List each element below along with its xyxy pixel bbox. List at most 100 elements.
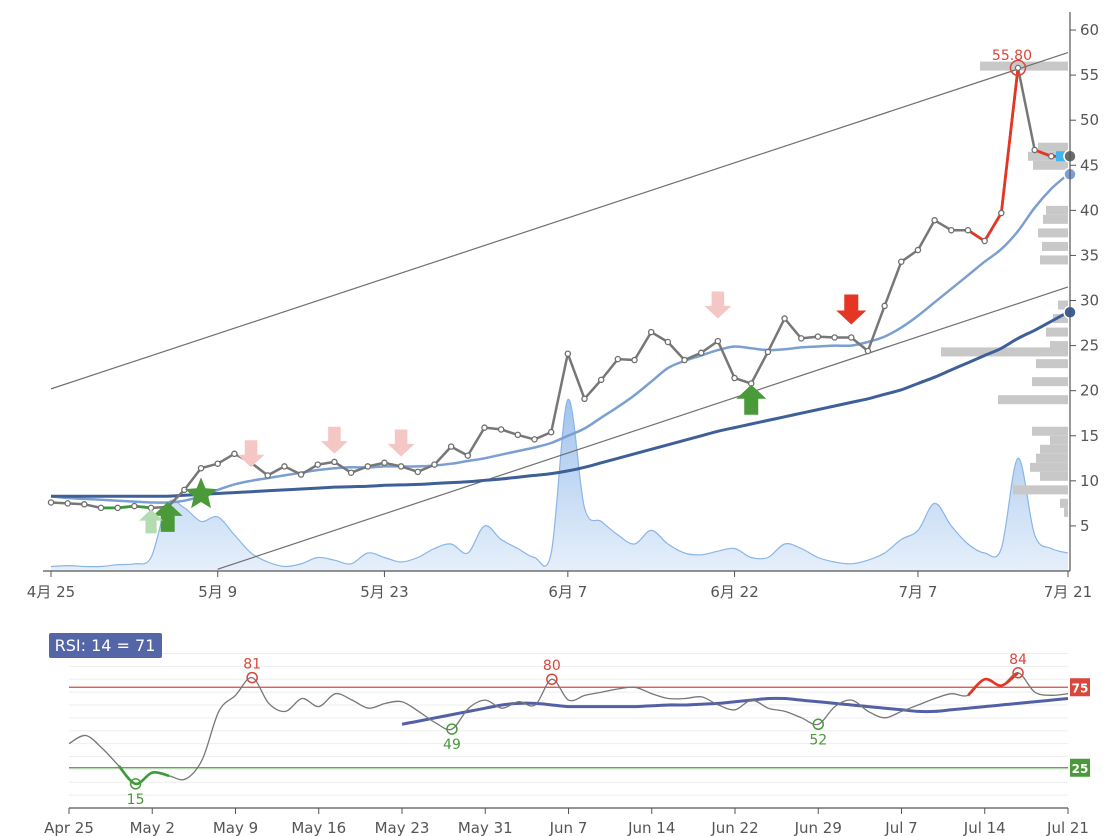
y-tick-label: 15 — [1080, 427, 1099, 445]
price-line — [50, 66, 1068, 510]
rsi-extreme-marker — [1012, 667, 1024, 679]
volume-profile-bar — [1033, 160, 1068, 170]
price-point — [431, 461, 438, 468]
rsi-extreme-label: 81 — [243, 657, 261, 673]
signal-arrow-down — [387, 429, 415, 457]
price-point — [1048, 153, 1055, 160]
y-tick-label: 55 — [1080, 66, 1099, 84]
price-point — [664, 338, 672, 346]
price-point — [381, 459, 388, 467]
price-point — [464, 452, 472, 459]
rsi-level-label: 75 — [1072, 681, 1089, 695]
rsi-extreme-marker — [812, 718, 824, 731]
price-point — [831, 334, 838, 341]
price-point — [481, 424, 488, 431]
y-tick-label: 20 — [1080, 382, 1099, 400]
volume-profile-bar — [1053, 314, 1068, 324]
rsi-x-tick-label: May 23 — [375, 819, 430, 836]
price-point — [864, 347, 872, 355]
rsi-highlight-segment — [117, 765, 170, 786]
rsi-extreme-label: 52 — [809, 732, 827, 748]
rsi-x-tick-label: Jul 21 — [1046, 819, 1089, 836]
signal-arrow-down — [320, 426, 348, 454]
signal-arrow-up — [139, 509, 164, 534]
volume-profile-bar — [1060, 498, 1068, 508]
price-point — [114, 504, 121, 512]
price-point — [497, 426, 505, 433]
volume-profile-bar — [998, 395, 1068, 405]
price-point — [314, 461, 322, 468]
volume-profile-bar — [1046, 205, 1068, 215]
x-tick-label: 4月 25 — [27, 583, 75, 601]
y-tick-label: 60 — [1080, 21, 1099, 39]
price-point — [331, 458, 338, 466]
rsi-extreme-marker — [446, 723, 458, 735]
moving-average-fast-line — [50, 173, 1069, 504]
rsi-line — [68, 672, 1069, 785]
price-point — [998, 209, 1005, 217]
y-tick-label: 40 — [1080, 201, 1099, 219]
rsi-x-tick-label: Jul 7 — [884, 819, 917, 836]
peak-marker — [1009, 59, 1027, 77]
y-tick-label: 50 — [1080, 111, 1099, 129]
x-tick-label: 6月 22 — [710, 583, 758, 601]
price-point — [97, 504, 105, 512]
rsi-extreme-label: 49 — [443, 737, 461, 753]
rsi-extreme-label: 80 — [543, 658, 561, 674]
y-tick-label: 30 — [1080, 292, 1099, 310]
volume-area — [51, 399, 1068, 571]
price-point — [681, 356, 688, 364]
rsi-extreme-label: 84 — [1009, 652, 1027, 668]
rsi-x-tick-label: May 31 — [458, 819, 513, 836]
price-point — [1031, 146, 1038, 154]
price-point — [647, 328, 655, 336]
rsi-x-tick-label: Jun 29 — [794, 819, 842, 836]
price-point — [781, 315, 788, 322]
rsi-average-line — [401, 696, 1069, 726]
price-point — [797, 335, 805, 342]
price-point — [297, 471, 305, 478]
price-point — [547, 428, 555, 436]
price-highlight-segment — [101, 504, 152, 510]
volume-profile-bar — [1050, 435, 1068, 445]
price-point — [447, 443, 455, 450]
price-point — [197, 464, 205, 472]
signal-arrow-down — [836, 294, 867, 325]
rsi-x-tick-label: May 9 — [213, 819, 258, 836]
x-tick-label: 7月 7 — [899, 583, 938, 601]
rsi-extreme-marker — [246, 671, 258, 684]
price-point — [931, 217, 938, 224]
volume-profile-bar — [1050, 341, 1068, 351]
price-point — [631, 356, 638, 364]
price-point — [848, 334, 855, 341]
volume-line — [50, 399, 1069, 568]
price-point — [281, 463, 288, 470]
price-panel: 55.80 5 10 15 20 25 30 35 40 45 50 55 60 4月 25 5月 9 5月 … — [27, 12, 1099, 601]
rsi-title: RSI: 14 = 71 — [55, 636, 156, 655]
price-point — [414, 468, 422, 476]
rsi-level-label: 25 — [1072, 762, 1089, 776]
rsi-x-tick-label: May 16 — [291, 819, 346, 836]
rsi-x-tick-label: Apr 25 — [44, 819, 94, 836]
price-point — [697, 349, 705, 357]
volume-profile-bar — [1036, 359, 1068, 369]
price-point — [581, 395, 588, 403]
rsi-extreme-marker — [129, 778, 142, 790]
volume-profile-bar — [1038, 228, 1068, 238]
price-point — [47, 499, 55, 506]
y-tick-label: 5 — [1080, 517, 1090, 535]
volume-profile-bar — [1058, 300, 1068, 310]
volume-profile-bar — [1038, 142, 1068, 152]
volume-profile-bar — [980, 61, 1068, 71]
rsi-x-tick-label: Jun 22 — [710, 819, 758, 836]
signal-star — [184, 477, 218, 509]
price-point — [364, 463, 372, 470]
rsi-x-tick-label: May 2 — [130, 819, 175, 836]
price-point — [131, 502, 138, 510]
price-point — [1014, 64, 1022, 72]
rsi-level-badge — [1070, 758, 1090, 777]
price-point — [964, 226, 972, 234]
price-point — [898, 258, 905, 265]
volume-profile-bar — [1036, 453, 1068, 463]
volume-profile-bar — [1032, 426, 1068, 436]
